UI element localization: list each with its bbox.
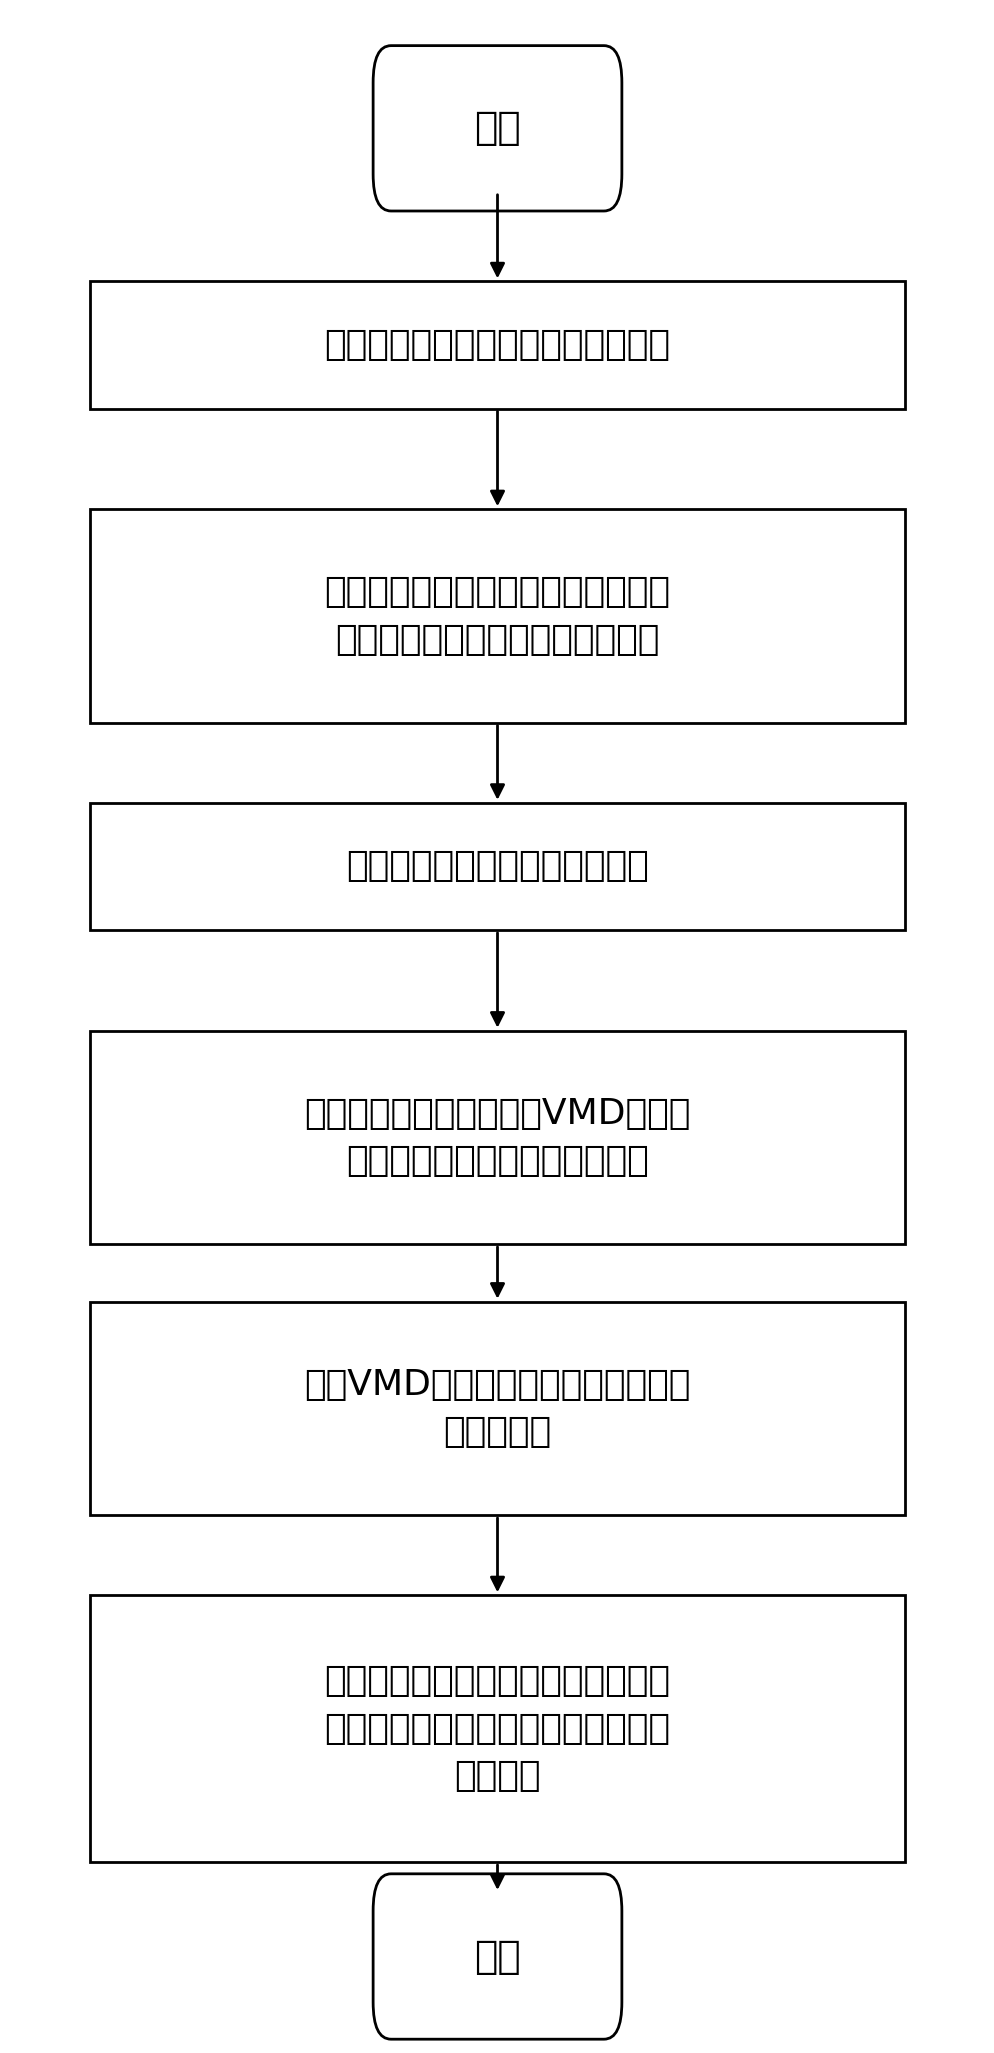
Bar [89,1595,905,1862]
FancyBboxPatch shape [373,1874,621,2039]
Text: 结束: 结束 [474,1938,520,1975]
FancyBboxPatch shape [373,45,621,211]
Text: 计算这些有效模态中心频率之间是否
存在倍数关系，进而判断是否存在非
线性振荡: 计算这些有效模态中心频率之间是否 存在倍数关系，进而判断是否存在非 线性振荡 [324,1665,670,1792]
Text: 进行VMD分解，得到有效模态和对应
的中心频率: 进行VMD分解，得到有效模态和对应 的中心频率 [304,1367,690,1449]
Bar [89,281,905,409]
Bar [89,803,905,930]
Bar [89,509,905,723]
Text: 采集待检测工业过程的回路输出信号: 采集待检测工业过程的回路输出信号 [324,328,670,361]
Text: 确定惩罚系数的搜索范围与步长: 确定惩罚系数的搜索范围与步长 [346,850,648,883]
Bar [89,1302,905,1515]
Text: 开始: 开始 [474,109,520,148]
Text: 计算不同惩罚系数对应的VMD分解所
得的求和排列熵，确定惩罚系数: 计算不同惩罚系数对应的VMD分解所 得的求和排列熵，确定惩罚系数 [304,1096,690,1178]
Text: 计算该回路输出信号的频谱，确定模
态数量和对应的中心频率初始化值: 计算该回路输出信号的频谱，确定模 态数量和对应的中心频率初始化值 [324,575,670,657]
Bar [89,1031,905,1244]
